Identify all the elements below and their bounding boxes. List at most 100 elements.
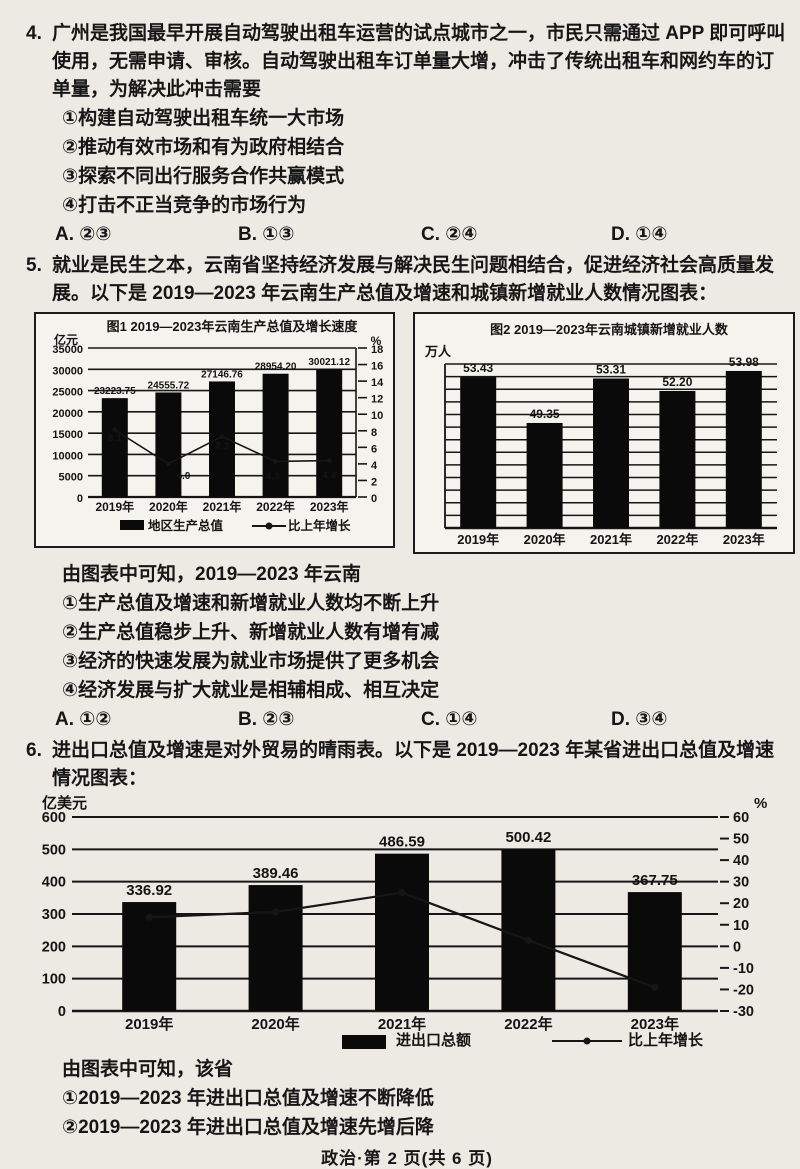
svg-text:8.1: 8.1	[108, 433, 122, 444]
question-4-item-4: ④打击不正当竞争的市场行为	[62, 195, 307, 216]
question-5-item-2: ②生产总值稳步上升、新增就业人数有增有减	[62, 622, 440, 643]
svg-text:万人: 万人	[424, 344, 452, 359]
question-5-option-d: D. ③④	[611, 709, 668, 730]
svg-text:40: 40	[733, 853, 749, 869]
question-5-stem: 就业是民生之本，云南省坚持经济发展与解决民生问题相结合，促进经济社会高质量发展。…	[52, 255, 775, 304]
svg-text:200: 200	[42, 939, 66, 955]
svg-text:53.43: 53.43	[463, 361, 493, 375]
question-4-item-1: ①构建自动驾驶出租车统一大市场	[62, 108, 345, 129]
chart-yunnan-gdp-growth: 图1 2019—2023年云南生产总值及增长速度 亿元% 0 5000 10000 150…	[34, 312, 395, 548]
import-export-svg: 亿美元 % 0 100 200 300 400 500 600 -30 -20 -10 0 10 20 30 4…	[42, 795, 767, 1049]
svg-text:15000: 15000	[52, 429, 83, 441]
svg-text:500.42: 500.42	[505, 829, 551, 846]
svg-text:30000: 30000	[52, 365, 83, 377]
svg-text:53.98: 53.98	[729, 355, 759, 369]
svg-text:2022年: 2022年	[504, 1015, 552, 1033]
question-4-number: 4.	[26, 23, 42, 44]
svg-text:30021.12: 30021.12	[308, 357, 350, 368]
svg-text:2021年: 2021年	[378, 1015, 426, 1033]
svg-text:2023年: 2023年	[631, 1015, 679, 1033]
svg-text:-10: -10	[733, 961, 754, 977]
svg-text:367.75: 367.75	[632, 872, 678, 889]
svg-text:4.0: 4.0	[176, 471, 190, 482]
svg-text:486.59: 486.59	[379, 834, 425, 851]
svg-text:18: 18	[371, 344, 383, 356]
svg-text:-30: -30	[733, 1004, 754, 1020]
svg-text:23223.75: 23223.75	[94, 386, 136, 397]
svg-text:进出口总额: 进出口总额	[396, 1031, 471, 1049]
question-4-items: ①构建自动驾驶出租车统一大市场 ②推动有效市场和有为政府相结合 ③探索不同出行服…	[62, 104, 788, 220]
svg-text:100: 100	[42, 972, 66, 988]
question-6-items: ①2019—2023 年进出口总值及增速不断降低 ②2019—2023 年进出口…	[62, 1084, 788, 1142]
svg-text:49.35: 49.35	[530, 407, 560, 421]
question-4-option-b: B. ①③	[238, 224, 295, 245]
svg-text:图1 2019—2023年云南生产总值及增长速度: 图1 2019—2023年云南生产总值及增长速度	[107, 319, 359, 334]
svg-text:0: 0	[58, 1004, 66, 1020]
svg-text:12: 12	[371, 394, 383, 406]
svg-text:亿元: 亿元	[54, 332, 78, 347]
question-4: 4. 广州是我国最早开展自动驾驶出租车运营的试点城市之一，市民只需通过 APP …	[26, 20, 788, 250]
svg-text:16: 16	[371, 361, 383, 373]
svg-text:10: 10	[371, 410, 383, 422]
svg-text:2019年: 2019年	[95, 499, 134, 514]
svg-text:2023年: 2023年	[310, 499, 349, 514]
question-5-charts: 图1 2019—2023年云南生产总值及增长速度 亿元% 0 5000 10000 150…	[34, 312, 795, 554]
svg-text:500: 500	[42, 842, 66, 858]
question-5-option-c: C. ①④	[421, 709, 478, 730]
svg-text:35000: 35000	[52, 344, 83, 356]
svg-text:8: 8	[371, 427, 377, 439]
svg-text:0: 0	[77, 493, 83, 505]
question-4-option-d: D. ①④	[611, 224, 668, 245]
svg-text:2020年: 2020年	[149, 499, 188, 514]
svg-text:比上年增长: 比上年增长	[628, 1031, 704, 1049]
svg-text:2022年: 2022年	[656, 532, 698, 547]
svg-text:0: 0	[371, 493, 377, 505]
svg-text:亿美元: 亿美元	[42, 795, 87, 812]
svg-text:30: 30	[733, 875, 749, 891]
svg-text:2023年: 2023年	[723, 532, 765, 547]
svg-text:4.4: 4.4	[322, 471, 336, 482]
svg-text:389.46: 389.46	[253, 865, 299, 882]
svg-text:20000: 20000	[52, 408, 83, 420]
svg-text:25000: 25000	[52, 387, 83, 399]
question-6-item-2: ②2019—2023 年进出口总值及增速先增后降	[62, 1117, 434, 1138]
question-4-option-a: A. ②③	[55, 224, 112, 245]
question-6: 6. 进出口总值及增速是对外贸易的晴雨表。以下是 2019—2023 年某省进出…	[26, 737, 788, 1142]
svg-text:地区生产总值: 地区生产总值	[148, 518, 224, 533]
svg-text:336.92: 336.92	[126, 882, 172, 899]
svg-text:2022年: 2022年	[256, 499, 295, 514]
question-4-option-c: C. ②④	[421, 224, 478, 245]
question-6-item-1: ①2019—2023 年进出口总值及增速不断降低	[62, 1088, 434, 1109]
svg-text:%: %	[371, 334, 382, 348]
question-6-stem: 进出口总值及增速是对外贸易的晴雨表。以下是 2019—2023 年某省进出口总值…	[52, 740, 775, 789]
question-5-option-b: B. ②③	[238, 709, 295, 730]
svg-text:10: 10	[733, 918, 749, 934]
svg-text:53.31: 53.31	[596, 362, 626, 376]
svg-text:2021年: 2021年	[590, 532, 632, 547]
svg-text:14: 14	[371, 377, 384, 389]
svg-text:50: 50	[733, 832, 749, 848]
svg-text:2019年: 2019年	[457, 532, 499, 547]
chart-import-export: 亿美元% 0 100 200 300 400 500 600 -30 -20 -10 0 10 20 30 4…	[24, 795, 788, 1055]
svg-text:比上年增长: 比上年增长	[288, 518, 351, 533]
svg-text:60: 60	[733, 810, 749, 826]
svg-text:2020年: 2020年	[524, 532, 566, 547]
svg-text:300: 300	[42, 907, 66, 923]
svg-text:%: %	[754, 795, 767, 812]
svg-text:4.3: 4.3	[266, 471, 280, 482]
svg-text:6: 6	[371, 443, 377, 455]
question-4-item-3: ③探索不同出行服务合作共赢模式	[62, 166, 345, 187]
svg-text:2019年: 2019年	[125, 1015, 173, 1033]
svg-text:图2 2019—2023年云南城镇新增就业人数: 图2 2019—2023年云南城镇新增就业人数	[490, 322, 729, 337]
svg-text:28954.20: 28954.20	[255, 362, 297, 373]
question-5-option-a: A. ①②	[55, 709, 112, 730]
svg-text:7.3: 7.3	[215, 442, 229, 453]
svg-text:400: 400	[42, 875, 66, 891]
svg-text:600: 600	[42, 810, 66, 826]
page-number: 政治·第 2 页(共 6 页)	[321, 1149, 493, 1168]
svg-text:-20: -20	[733, 982, 754, 998]
svg-text:4: 4	[371, 460, 378, 472]
